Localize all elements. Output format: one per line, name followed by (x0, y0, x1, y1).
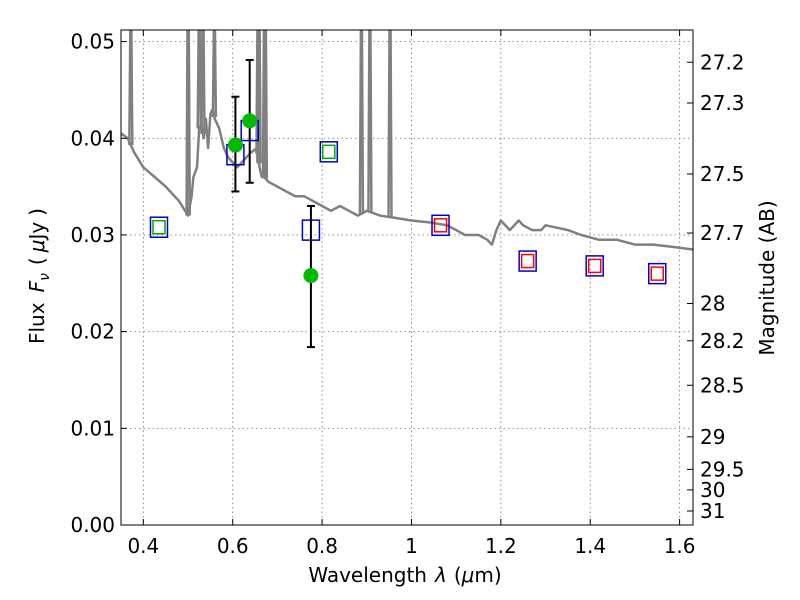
emission-line (196, 30, 202, 129)
y-tick-label: 0.01 (70, 416, 115, 440)
model-flux-marker (518, 250, 537, 272)
y2-tick-label: 27.3 (700, 91, 745, 115)
ir-flux-marker (520, 253, 535, 269)
x-tick-label: 1 (405, 534, 418, 558)
model-flux-marker (585, 255, 604, 277)
observed-point (242, 113, 258, 129)
hst-flux-marker (152, 219, 166, 235)
model-flux-marker (431, 214, 450, 237)
y-tick-label: 0.02 (70, 320, 115, 344)
plot-area (121, 30, 693, 349)
y2-tick-label: 28.2 (700, 329, 745, 353)
x-tick-label: 1.4 (574, 534, 606, 558)
model-flux-marker (319, 141, 339, 163)
emission-line (367, 30, 373, 212)
y2-tick-label: 28 (700, 292, 725, 316)
emission-line (185, 30, 192, 215)
y2-tick-label: 30 (700, 478, 725, 502)
y-axis-label: FluxFν(μJy) (25, 208, 53, 344)
y-tick-label: 0.03 (70, 223, 115, 247)
x-tick-label: 0.4 (127, 534, 159, 558)
y2-tick-label: 29 (700, 425, 725, 449)
hst-flux-marker (322, 144, 336, 160)
x-tick-label: 0.8 (306, 534, 338, 558)
observed-point (303, 268, 319, 284)
y2-tick-label: 31 (700, 499, 725, 523)
x-tick-label: 1.6 (664, 534, 696, 558)
ir-flux-marker (650, 266, 664, 281)
x-tick-label: 1.2 (485, 534, 517, 558)
ir-flux-marker (587, 258, 602, 274)
y2-tick-label: 28.5 (700, 373, 745, 397)
y-tick-label: 0.04 (70, 126, 115, 150)
emission-line (358, 30, 365, 214)
emission-line (256, 30, 262, 162)
y2-tick-label: 29.5 (700, 457, 745, 481)
emission-line (387, 30, 393, 218)
emission-line (262, 30, 269, 179)
ir-flux-marker (433, 218, 448, 233)
plot-frame (120, 29, 694, 526)
emission-line (211, 30, 218, 118)
y-tick-label: 0.05 (70, 30, 115, 54)
emission-line (200, 30, 206, 134)
y2-tick-label: 27.7 (700, 221, 745, 245)
emission-line (128, 30, 134, 146)
y2-tick-label: 27.5 (700, 162, 745, 186)
y2-axis-label: Magnitude (AB) (755, 200, 779, 355)
ticks: 0.4 0.6 0.8 1 1.2 1.4 1.6 0.00 0.01 0.02 0.03 0.04 0… (70, 30, 744, 558)
x-axis-label: Wavelength λ (μm) (308, 563, 501, 587)
y2-tick-label: 27.2 (700, 50, 745, 74)
model-flux-marker (149, 216, 169, 238)
y-tick-label: 0.00 (70, 513, 115, 537)
x-tick-label: 0.6 (217, 534, 249, 558)
observed-point (227, 137, 243, 153)
model-flux-marker (648, 262, 667, 285)
